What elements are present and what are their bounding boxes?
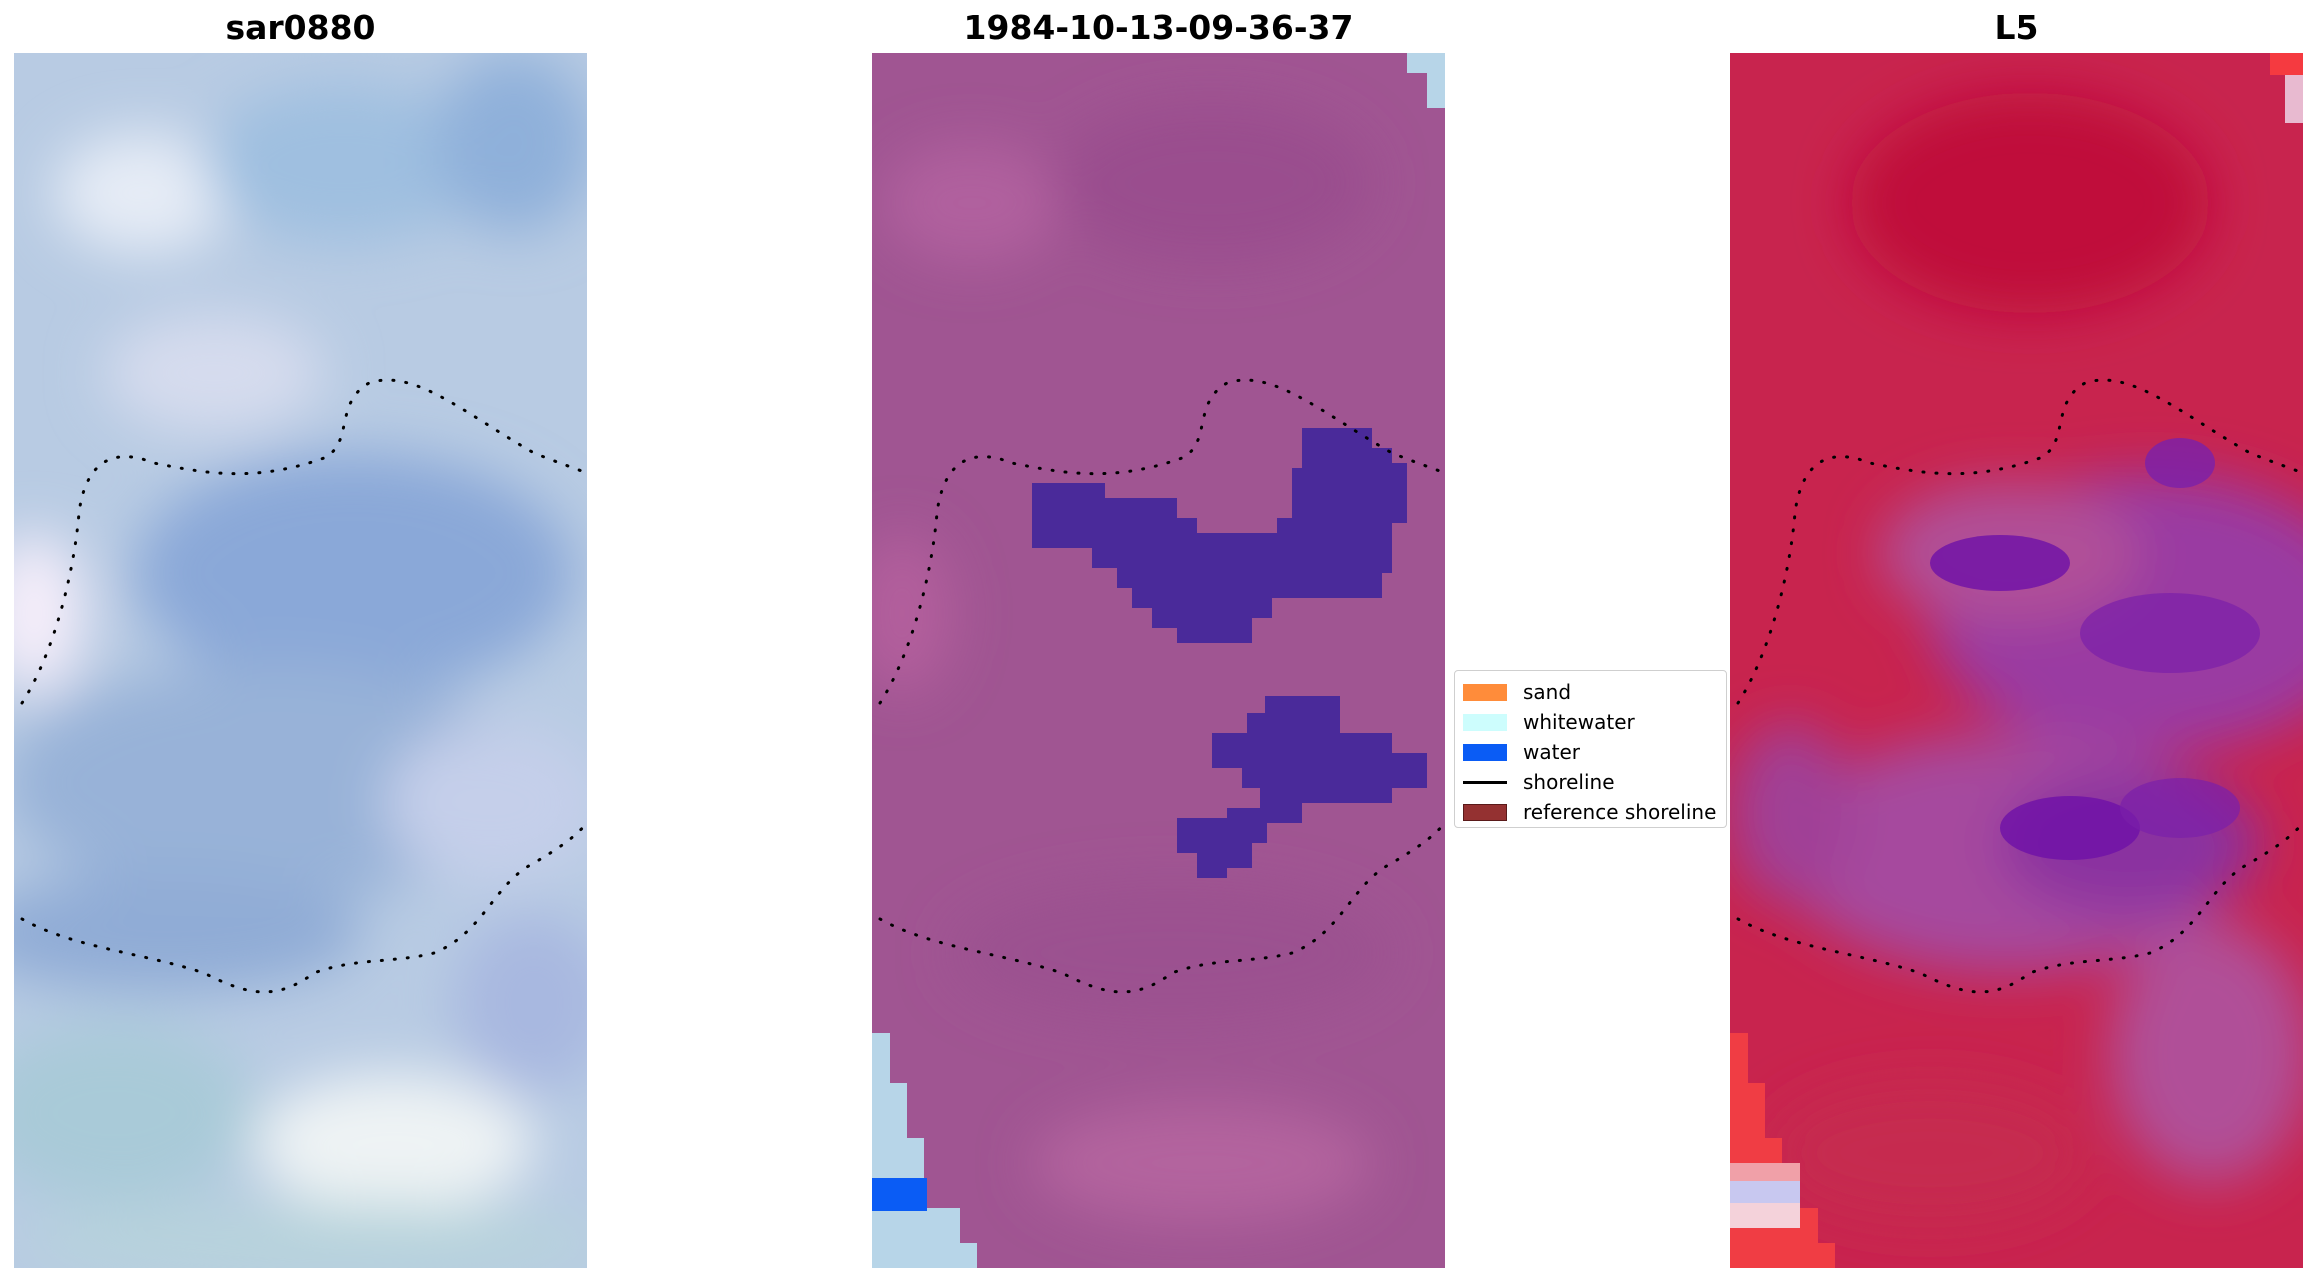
legend: sand whitewater water shoreline referenc… — [1454, 670, 1727, 828]
nir-image — [1730, 53, 2303, 1268]
rgb-image — [14, 53, 587, 1268]
legend-item-reference-shoreline: reference shoreline — [1463, 797, 1718, 827]
legend-item-water: water — [1463, 737, 1718, 767]
nir-image-panel — [1730, 53, 2303, 1268]
legend-item-shoreline: shoreline — [1463, 767, 1718, 797]
water-region — [1177, 696, 1427, 878]
panel-title-rgb: sar0880 — [225, 8, 376, 47]
panel-title-nir: L5 — [1994, 8, 2039, 47]
water-swatch — [1463, 743, 1507, 761]
legend-label: reference shoreline — [1523, 800, 1717, 824]
reference-shoreline-swatch — [1463, 803, 1507, 821]
legend-label: shoreline — [1523, 770, 1615, 794]
rgb-image-panel — [14, 53, 587, 1268]
panel-title-classified: 1984-10-13-09-36-37 — [963, 8, 1354, 47]
legend-item-sand: sand — [1463, 677, 1718, 707]
whitewater-swatch — [1463, 713, 1507, 731]
water-region — [1032, 428, 1407, 643]
sand-swatch — [1463, 683, 1507, 701]
classified-image — [872, 53, 1445, 1268]
legend-label: water — [1523, 740, 1580, 764]
legend-label: sand — [1523, 680, 1572, 704]
shoreline-line-swatch — [1463, 780, 1507, 784]
classified-image-panel — [872, 53, 1445, 1268]
legend-label: whitewater — [1523, 710, 1635, 734]
legend-item-whitewater: whitewater — [1463, 707, 1718, 737]
